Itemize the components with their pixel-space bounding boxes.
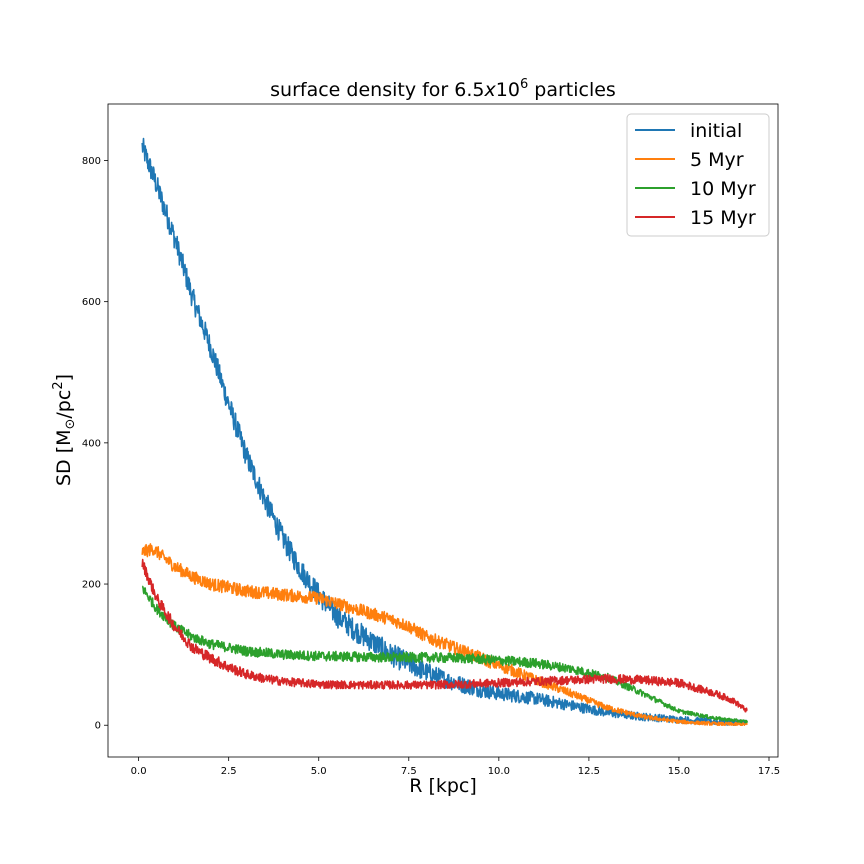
y-tick-label: 0	[95, 721, 101, 732]
x-axis-label: R [kpc]	[409, 775, 477, 797]
legend-label: 10 Myr	[690, 178, 756, 200]
y-ticks: 0 200 400 600 800	[82, 156, 108, 732]
y-tick-label: 600	[82, 297, 101, 308]
title-suffix: particles	[528, 79, 616, 101]
y-axis-label: SD [M⊙/pc2]	[51, 374, 78, 486]
legend-label: initial	[690, 120, 742, 142]
ylabel-odot: ⊙	[63, 419, 78, 430]
series-line-1	[141, 543, 748, 726]
series-line-2	[141, 585, 749, 724]
legend-label: 15 Myr	[690, 207, 756, 229]
y-tick-label: 800	[82, 156, 101, 167]
title-base: 10	[496, 79, 520, 101]
x-tick-label: 5.0	[311, 766, 327, 777]
x-tick-label: 0.0	[131, 766, 147, 777]
x-tick-label: 2.5	[221, 766, 237, 777]
plot-frame	[107, 103, 779, 758]
ylabel-suffix: ]	[53, 374, 75, 381]
title-exponent: 6	[520, 77, 528, 92]
x-tick-label: 17.5	[758, 766, 780, 777]
x-tick-label: 10.0	[488, 766, 510, 777]
chart-title: surface density for 6.5x106 particles	[270, 77, 616, 101]
y-tick-label: 200	[82, 580, 101, 591]
title-prefix: surface density for 6.5	[270, 79, 484, 101]
ylabel-exponent: 2	[51, 381, 66, 389]
legend-label: 5 Myr	[690, 149, 744, 171]
series-line-3	[141, 558, 748, 713]
legend-box	[626, 113, 770, 237]
title-italic-x: x	[484, 79, 497, 101]
x-tick-label: 12.5	[578, 766, 600, 777]
x-tick-label: 15.0	[668, 766, 690, 777]
ylabel-prefix: SD [M	[53, 429, 75, 486]
plot-lines	[141, 137, 749, 726]
x-ticks: 0.0 2.5 5.0 7.5 10.0 12.5 15.0 17.5	[131, 757, 780, 777]
y-tick-label: 400	[82, 438, 101, 449]
x-tick-label: 7.5	[401, 766, 417, 777]
ylabel-middle: /pc	[53, 390, 75, 419]
legend: initial 5 Myr 10 Myr 15 Myr	[626, 113, 770, 237]
